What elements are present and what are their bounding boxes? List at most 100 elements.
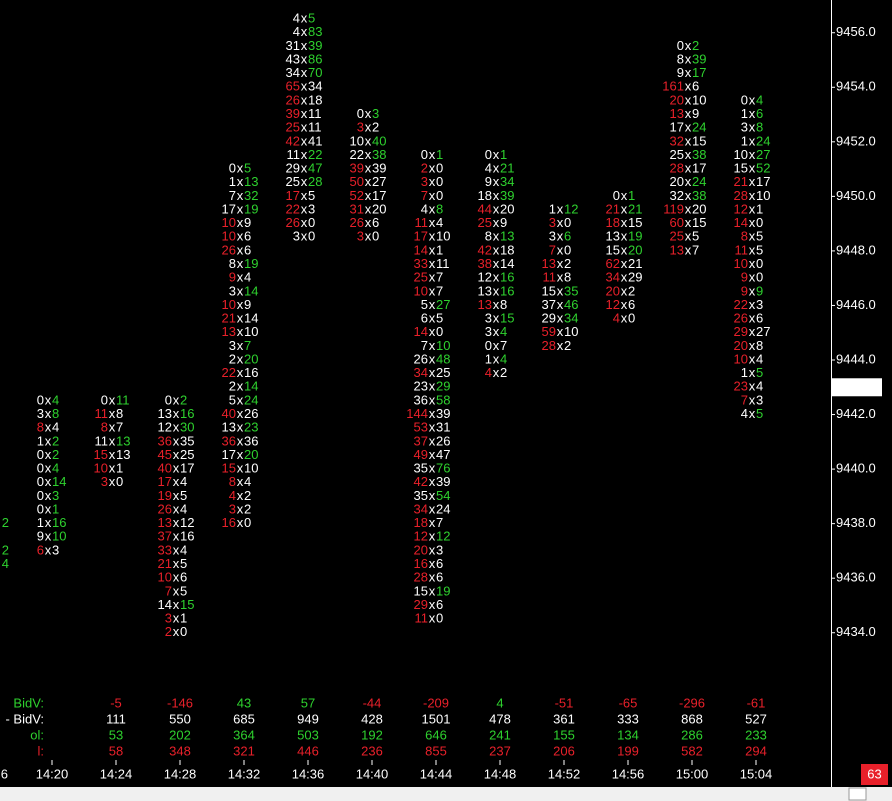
cell-separator: x	[429, 474, 436, 489]
scrollbar[interactable]	[0, 787, 892, 801]
bid-volume: 4	[293, 24, 300, 39]
bid-volume: 0	[613, 188, 620, 203]
bid-volume: 3	[549, 229, 556, 244]
bid-volume: 3	[101, 474, 108, 489]
bid-volume: 7	[549, 242, 556, 257]
bid-volume: 4	[613, 311, 620, 326]
ask-volume: 0	[244, 515, 251, 530]
cell-separator: x	[237, 379, 244, 394]
bid-volume: 0	[421, 147, 428, 162]
x-tick-label: 14:48	[484, 766, 517, 781]
bid-volume: 0	[37, 488, 44, 503]
summary-value: 646	[425, 727, 447, 742]
bid-volume: 26	[158, 501, 172, 516]
ask-volume: 4	[500, 351, 507, 366]
ask-volume: 7	[436, 283, 443, 298]
cell-separator: x	[493, 161, 500, 176]
ask-volume: 19	[436, 583, 450, 598]
bid-volume: 0	[37, 474, 44, 489]
cell-separator: x	[749, 120, 756, 135]
cell-separator: x	[685, 133, 692, 148]
cell-separator: x	[365, 201, 372, 216]
summary-value: 53	[109, 727, 123, 742]
cell-separator: x	[749, 229, 756, 244]
cell-separator: x	[365, 229, 372, 244]
y-tick-label: 9454.0	[836, 79, 876, 94]
bid-volume: 60	[670, 215, 684, 230]
ask-volume: 83	[308, 24, 322, 39]
bid-volume: 2	[165, 624, 172, 639]
scrollbar-thumb[interactable]	[848, 787, 867, 801]
cell-separator: x	[173, 570, 180, 585]
ask-volume: 2	[500, 365, 507, 380]
ask-volume: 5	[756, 242, 763, 257]
ask-volume: 0	[308, 215, 315, 230]
bid-volume: 26	[222, 242, 236, 257]
bid-volume: 144	[406, 406, 428, 421]
cell-separator: x	[429, 256, 436, 271]
bid-volume: 13	[542, 256, 556, 271]
ask-volume: 3	[436, 542, 443, 557]
bid-volume: 21	[222, 311, 236, 326]
ask-volume: 3	[52, 542, 59, 557]
bid-volume: 13	[158, 406, 172, 421]
bid-volume: 37	[542, 297, 556, 312]
bid-volume: 3	[549, 215, 556, 230]
bid-volume: 33	[158, 542, 172, 557]
summary-label: BidV:	[13, 695, 44, 710]
bid-volume: 13	[478, 283, 492, 298]
ask-volume: 0	[756, 215, 763, 230]
bid-volume: 0	[229, 161, 236, 176]
cell-separator: x	[237, 161, 244, 176]
ask-volume: 12	[436, 529, 450, 544]
summary-value: 348	[169, 743, 191, 758]
cell-separator: x	[237, 515, 244, 530]
ask-volume: 16	[500, 270, 514, 285]
cell-separator: x	[365, 133, 372, 148]
ask-volume: 5	[244, 161, 251, 176]
ask-volume: 5	[180, 556, 187, 571]
ask-volume: 34	[500, 174, 514, 189]
bid-volume: 17	[222, 201, 236, 216]
ask-volume: 2	[2, 515, 9, 530]
bid-volume: 26	[734, 311, 748, 326]
cell-separator: x	[493, 201, 500, 216]
ask-volume: 4	[52, 420, 59, 435]
ask-volume: 0	[436, 161, 443, 176]
y-tick-label: 9438.0	[836, 515, 876, 530]
current-price-label: 9443.0	[836, 379, 876, 394]
ask-volume: 54	[436, 488, 450, 503]
ask-volume: 18	[308, 92, 322, 107]
cell-separator: x	[109, 420, 116, 435]
summary-label: l:	[38, 743, 45, 758]
bid-volume: 2	[229, 379, 236, 394]
cell-separator: x	[621, 242, 628, 257]
bid-volume: 7	[421, 338, 428, 353]
cell-separator: x	[109, 406, 116, 421]
bid-volume: 8	[101, 420, 108, 435]
bid-volume: 39	[286, 106, 300, 121]
ask-volume: 9	[756, 283, 763, 298]
bid-volume: 3	[421, 174, 428, 189]
ask-volume: 6	[436, 570, 443, 585]
bid-volume: 29	[734, 324, 748, 339]
ask-volume: 9	[500, 215, 507, 230]
y-tick-label: 9444.0	[836, 351, 876, 366]
cell-separator: x	[493, 311, 500, 326]
ask-volume: 20	[244, 447, 258, 462]
ask-volume: 0	[756, 270, 763, 285]
ask-volume: 8	[756, 120, 763, 135]
bid-volume: 4	[741, 406, 748, 421]
summary-value: 202	[169, 727, 191, 742]
bid-volume: 11	[95, 406, 109, 421]
cell-separator: x	[173, 447, 180, 462]
bid-volume: 10	[734, 256, 748, 271]
cell-separator: x	[237, 420, 244, 435]
ask-volume: 11	[308, 106, 322, 121]
cell-separator: x	[429, 556, 436, 571]
ask-volume: 46	[564, 297, 578, 312]
cell-separator: x	[173, 611, 180, 626]
bid-volume: 40	[158, 461, 172, 476]
bid-volume: 8	[485, 229, 492, 244]
y-tick-label: 9456.0	[836, 24, 876, 39]
